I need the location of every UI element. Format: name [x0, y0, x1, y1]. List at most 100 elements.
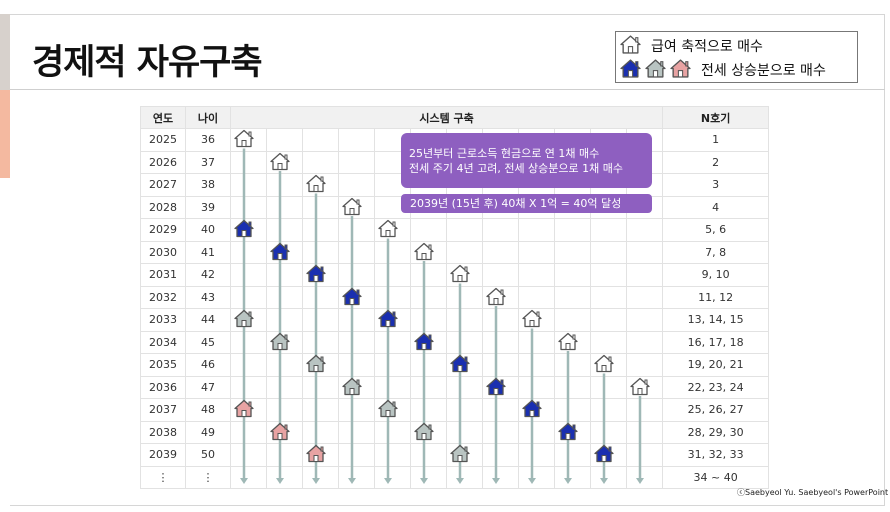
system-cell — [554, 465, 591, 489]
system-cell — [518, 353, 555, 377]
year-cell: 2033 — [140, 308, 186, 332]
system-cell — [446, 398, 483, 422]
system-cell — [590, 218, 627, 242]
system-cell — [554, 330, 591, 354]
system-cell — [590, 375, 627, 399]
system-cell — [266, 398, 303, 422]
house-gray-icon — [645, 58, 666, 82]
year-cell: 2035 — [140, 353, 186, 377]
frame-right-border — [884, 14, 885, 506]
system-cell — [554, 375, 591, 399]
system-cell — [266, 420, 303, 444]
year-cell: 2026 — [140, 150, 186, 174]
system-cell — [338, 353, 375, 377]
system-cell — [374, 285, 411, 309]
age-cell: 38 — [185, 173, 231, 197]
system-cell — [554, 420, 591, 444]
accent-bar-orange — [0, 90, 10, 178]
system-cell — [374, 263, 411, 287]
age-cell: 40 — [185, 218, 231, 242]
table-header-row: 연도 나이 시스템 구축 N호기 — [140, 106, 770, 129]
system-cell — [230, 240, 267, 264]
table-row: ⋮ ⋮ 34 ~ 40 — [140, 465, 770, 489]
system-cell — [518, 465, 555, 489]
system-cell — [625, 420, 664, 444]
system-cell — [518, 218, 555, 242]
system-cell — [482, 465, 519, 489]
system-cell — [338, 263, 375, 287]
system-cell — [266, 173, 303, 197]
system-cell — [302, 308, 339, 332]
system-cell — [482, 353, 519, 377]
system-cell — [266, 128, 303, 152]
age-cell: 46 — [185, 353, 231, 377]
system-cell — [338, 308, 375, 332]
system-cell — [590, 330, 627, 354]
system-cell — [554, 263, 591, 287]
system-cell — [625, 285, 664, 309]
system-cell — [482, 330, 519, 354]
system-cell — [410, 218, 447, 242]
system-cell — [625, 308, 664, 332]
system-cell — [338, 465, 375, 489]
system-cell — [518, 398, 555, 422]
system-cell — [374, 308, 411, 332]
table-row: 2037 48 25, 26, 27 — [140, 398, 770, 422]
system-cell — [230, 465, 267, 489]
system-cell — [518, 308, 555, 332]
age-cell: 49 — [185, 420, 231, 444]
system-cell — [410, 308, 447, 332]
system-cell — [230, 128, 267, 152]
table-row: 2031 42 9, 10 — [140, 263, 770, 287]
system-cell — [374, 353, 411, 377]
system-cell — [482, 420, 519, 444]
age-cell: ⋮ — [185, 465, 231, 489]
slide-title: 경제적 자유구축 — [32, 43, 263, 83]
house-blue-icon — [620, 58, 641, 82]
system-cell — [230, 398, 267, 422]
note-goal: 2039년 (15년 후) 40채 X 1억 = 40억 달성 — [401, 194, 652, 213]
n-cell: 28, 29, 30 — [662, 420, 770, 444]
system-cell — [518, 240, 555, 264]
legend-accumulate-label: 급여 축적으로 매수 — [651, 39, 763, 55]
age-cell: 42 — [185, 263, 231, 287]
system-cell — [302, 465, 339, 489]
system-cell — [625, 398, 664, 422]
legend-row-accumulate: 급여 축적으로 매수 — [620, 34, 763, 57]
system-cell — [230, 330, 267, 354]
system-cell — [518, 443, 555, 467]
n-cell: 22, 23, 24 — [662, 375, 770, 399]
system-cell — [446, 285, 483, 309]
system-cell — [338, 173, 375, 197]
system-cell — [410, 240, 447, 264]
system-cell — [338, 375, 375, 399]
system-cell — [625, 218, 664, 242]
year-cell: 2038 — [140, 420, 186, 444]
system-cell — [302, 420, 339, 444]
system-cell — [230, 218, 267, 242]
system-cell — [230, 443, 267, 467]
table-row: 2033 44 13, 14, 15 — [140, 308, 770, 332]
system-cell — [518, 375, 555, 399]
n-cell: 25, 26, 27 — [662, 398, 770, 422]
system-cell — [266, 195, 303, 219]
system-cell — [266, 443, 303, 467]
legend-row-jeonse: 전세 상승분으로 매수 — [620, 58, 826, 82]
system-cell — [410, 443, 447, 467]
system-cell — [266, 218, 303, 242]
age-cell: 36 — [185, 128, 231, 152]
year-cell: 2028 — [140, 195, 186, 219]
system-cell — [446, 375, 483, 399]
system-cell — [554, 443, 591, 467]
house-pink-icon — [670, 58, 691, 82]
system-cell — [446, 308, 483, 332]
system-cell — [302, 285, 339, 309]
system-cell — [410, 330, 447, 354]
system-cell — [302, 353, 339, 377]
system-cell — [410, 263, 447, 287]
system-cell — [625, 465, 664, 489]
n-cell: 31, 32, 33 — [662, 443, 770, 467]
note-line-2: 전세 주기 4년 고려, 전세 상승분으로 1채 매수 — [409, 162, 624, 175]
system-cell — [482, 443, 519, 467]
